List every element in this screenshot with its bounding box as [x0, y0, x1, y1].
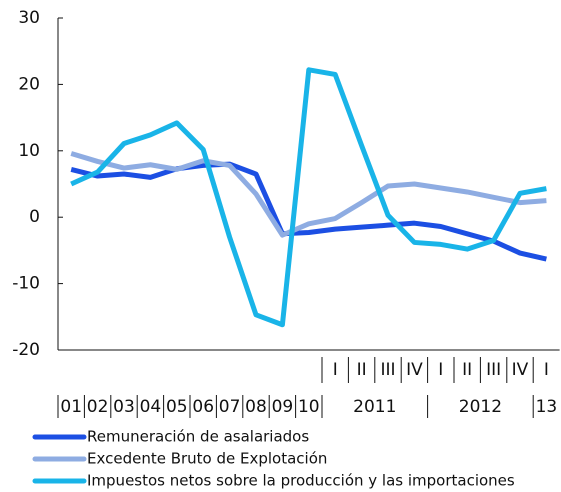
- x-tick-label: IV: [406, 360, 423, 380]
- x-tick-label: I: [438, 360, 443, 380]
- legend-label: Excedente Bruto de Explotación: [87, 450, 327, 468]
- x-tick-label: 01: [60, 397, 82, 417]
- legend-label: Impuestos netos sobre la producción y la…: [87, 472, 515, 490]
- series-line: [70, 67, 547, 328]
- x-tick-label: 02: [87, 397, 109, 417]
- series-line: [70, 161, 547, 262]
- x-tick-label: 08: [245, 397, 267, 417]
- y-tick-label: -20: [12, 340, 40, 360]
- x-tick-label: 04: [140, 397, 162, 417]
- x-tick-label: II: [462, 360, 472, 380]
- y-tick-label: 30: [18, 8, 40, 28]
- x-tick-label: II: [357, 360, 367, 380]
- x-tick-label: I: [333, 360, 338, 380]
- y-tick-label: -10: [12, 274, 40, 294]
- x-tick-label: 03: [113, 397, 135, 417]
- x-tick-label: III: [380, 360, 395, 380]
- legend-label: Remuneración de asalariados: [87, 428, 309, 446]
- y-tick-label: 20: [18, 74, 40, 94]
- x-tick-label: 07: [219, 397, 241, 417]
- x-tick-label: 09: [272, 397, 294, 417]
- x-tick-label: IV: [512, 360, 529, 380]
- x-tick-label: 10: [298, 397, 320, 417]
- x-tick-label: 06: [192, 397, 214, 417]
- group-label: 2011: [353, 397, 396, 417]
- x-tick-label: I: [544, 360, 549, 380]
- y-tick-label: 0: [29, 207, 40, 227]
- group-label: 13: [536, 397, 558, 417]
- y-tick-label: 10: [18, 141, 40, 161]
- x-tick-label: III: [486, 360, 501, 380]
- x-tick-label: 05: [166, 397, 188, 417]
- group-label: 2012: [459, 397, 502, 417]
- series-line: [70, 151, 547, 238]
